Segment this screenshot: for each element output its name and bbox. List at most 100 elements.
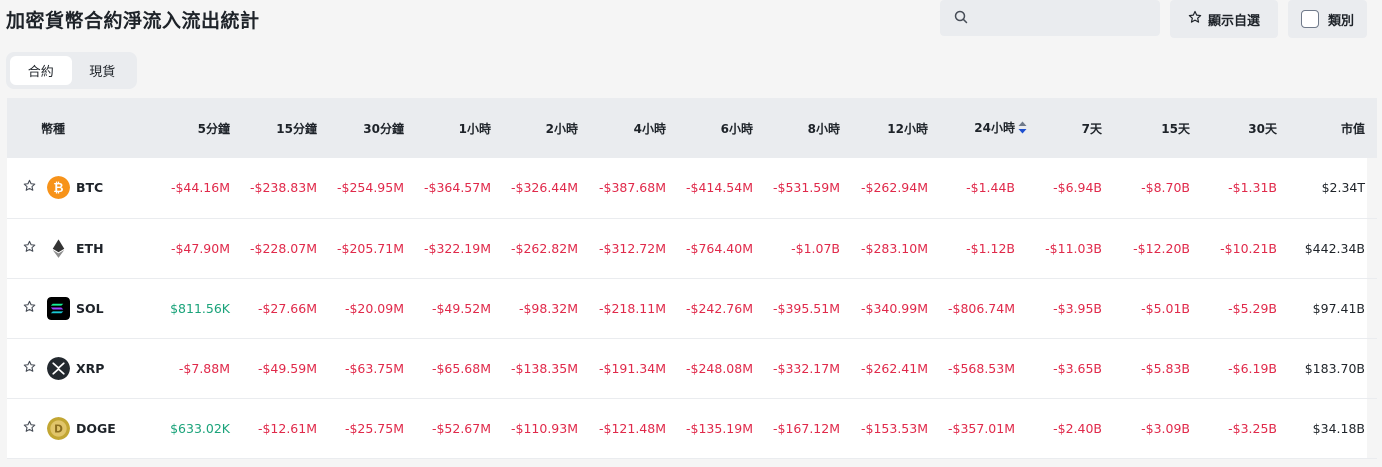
netflow-8h: -$332.17M — [773, 360, 840, 376]
column-header-15d[interactable]: 15天 — [1161, 121, 1190, 136]
favorite-star-icon[interactable] — [23, 300, 37, 317]
netflow-24h: -$357.01M — [948, 420, 1015, 436]
netflow-5m: -$47.90M — [170, 240, 230, 256]
favorite-star-icon[interactable] — [23, 360, 37, 377]
netflow-5m: -$7.88M — [178, 360, 230, 376]
column-header-6h[interactable]: 6小時 — [720, 121, 753, 136]
search-input[interactable] — [976, 9, 1160, 27]
netflow-15m: -$228.07M — [250, 240, 317, 256]
column-header-15m[interactable]: 15分鐘 — [276, 121, 317, 136]
netflow-24h: -$1.12B — [966, 240, 1015, 256]
netflow-30m: -$63.75M — [344, 360, 404, 376]
netflow-15d: -$3.09B — [1141, 420, 1190, 436]
netflow-30m: -$254.95M — [337, 180, 404, 196]
netflow-2h: -$138.35M — [511, 360, 578, 376]
netflow-15d: -$12.20B — [1133, 240, 1190, 256]
table-row-sol[interactable]: SOL $811.56K -$27.66M -$20.09M -$49.52M -$98.… — [7, 278, 1377, 338]
favorite-star-icon[interactable] — [23, 240, 37, 257]
market-cap: $183.70B — [1304, 360, 1365, 376]
netflow-8h: -$1.07B — [791, 240, 840, 256]
netflow-7d: -$2.40B — [1053, 420, 1102, 436]
netflow-30m: -$20.09M — [344, 300, 404, 316]
column-header-30d[interactable]: 30天 — [1248, 121, 1277, 136]
bitcoin-icon: ₿ — [47, 176, 70, 200]
netflow-2h: -$262.82M — [511, 240, 578, 256]
netflow-12h: -$283.10M — [861, 240, 928, 256]
table-header-row: 幣種 5分鐘 15分鐘 30分鐘 1小時 2小時 4小時 6小時 8小時 12小… — [7, 98, 1377, 158]
netflow-24h: -$806.74M — [948, 300, 1015, 316]
column-header-market-cap[interactable]: 市值 — [1340, 121, 1365, 136]
column-header-30m[interactable]: 30分鐘 — [363, 121, 404, 136]
netflow-5m: $633.02K — [170, 420, 230, 436]
search-icon — [954, 9, 968, 28]
tab-futures[interactable]: 合約 — [10, 56, 72, 85]
column-header-1h[interactable]: 1小時 — [458, 121, 491, 136]
netflow-8h: -$395.51M — [773, 300, 840, 316]
netflow-30m: -$205.71M — [337, 240, 404, 256]
favorite-star-icon[interactable] — [23, 179, 37, 196]
netflow-5m: -$44.16M — [170, 180, 230, 196]
netflow-6h: -$248.08M — [686, 360, 753, 376]
netflow-24h: -$568.53M — [948, 360, 1015, 376]
netflow-6h: -$764.40M — [686, 240, 753, 256]
netflow-30d: -$1.31B — [1228, 180, 1277, 196]
netflow-6h: -$242.76M — [686, 300, 753, 316]
netflow-12h: -$262.94M — [861, 180, 928, 196]
netflow-1h: -$364.57M — [424, 180, 491, 196]
table-row-xrp[interactable]: XRP -$7.88M -$49.59M -$63.75M -$65.68M -$138.… — [7, 338, 1377, 398]
netflow-30d: -$10.21B — [1220, 240, 1277, 256]
netflow-8h: -$531.59M — [773, 180, 840, 196]
netflow-2h: -$110.93M — [511, 420, 578, 436]
coin-cell: SOL — [7, 278, 143, 338]
category-checkbox[interactable] — [1300, 10, 1319, 28]
coin-cell: ETH — [7, 218, 143, 278]
netflow-15d: -$8.70B — [1141, 180, 1190, 196]
favorite-star-icon[interactable] — [23, 420, 37, 437]
market-cap: $34.18B — [1312, 420, 1365, 436]
sort-icon[interactable] — [1018, 121, 1027, 137]
column-header-4h[interactable]: 4小時 — [633, 121, 666, 136]
column-header-2h[interactable]: 2小時 — [545, 121, 578, 136]
market-cap: $442.34B — [1304, 240, 1365, 256]
column-header-24h[interactable]: 24小時 — [940, 98, 1027, 158]
netflow-15d: -$5.83B — [1141, 360, 1190, 376]
netflow-15m: -$12.61M — [257, 420, 317, 436]
netflow-8h: -$167.12M — [773, 420, 840, 436]
netflow-1h: -$322.19M — [424, 240, 491, 256]
netflow-15m: -$27.66M — [257, 300, 317, 316]
table-row-btc[interactable]: ₿ BTC -$44.16M -$238.83M -$254.95M -$364.57M -… — [7, 158, 1377, 218]
table-row-eth[interactable]: ETH -$47.90M -$228.07M -$205.71M -$322.19M -$… — [7, 218, 1377, 278]
coin-symbol: DOGE — [76, 420, 116, 436]
netflow-30d: -$6.19B — [1228, 360, 1277, 376]
netflow-table: 幣種 5分鐘 15分鐘 30分鐘 1小時 2小時 4小時 6小時 8小時 12小… — [7, 98, 1377, 459]
svg-text:₿: ₿ — [53, 180, 63, 195]
column-header-8h[interactable]: 8小時 — [807, 121, 840, 136]
netflow-1h: -$49.52M — [431, 300, 491, 316]
column-header-coin[interactable]: 幣種 — [41, 121, 66, 136]
column-header-12h[interactable]: 12小時 — [887, 121, 928, 136]
column-header-5m[interactable]: 5分鐘 — [197, 121, 230, 136]
market-cap: $2.34T — [1321, 180, 1365, 196]
netflow-24h: -$1.44B — [966, 180, 1015, 196]
column-header-7d[interactable]: 7天 — [1081, 121, 1102, 136]
show-favorites-button[interactable]: 顯示自選 — [1170, 0, 1278, 38]
dogecoin-icon: D — [47, 416, 70, 440]
netflow-2h: -$98.32M — [518, 300, 578, 316]
solana-icon — [47, 296, 70, 320]
netflow-2h: -$326.44M — [511, 180, 578, 196]
netflow-15m: -$238.83M — [250, 180, 317, 196]
table-row-doge[interactable]: D DOGE $633.02K -$12.61M -$25.75M -$52.67M -$1… — [7, 398, 1377, 458]
netflow-30d: -$5.29B — [1228, 300, 1277, 316]
search-box[interactable] — [940, 0, 1160, 36]
netflow-4h: -$387.68M — [599, 180, 666, 196]
netflow-7d: -$3.65B — [1053, 360, 1102, 376]
netflow-4h: -$121.48M — [599, 420, 666, 436]
netflow-6h: -$414.54M — [686, 180, 753, 196]
category-label: 類別 — [1327, 13, 1354, 29]
netflow-4h: -$312.72M — [599, 240, 666, 256]
category-toggle[interactable]: 類別 — [1288, 0, 1367, 38]
netflow-15d: -$5.01B — [1141, 300, 1190, 316]
netflow-15m: -$49.59M — [257, 360, 317, 376]
tab-spot[interactable]: 現貨 — [89, 65, 116, 80]
netflow-30d: -$3.25B — [1228, 420, 1277, 436]
